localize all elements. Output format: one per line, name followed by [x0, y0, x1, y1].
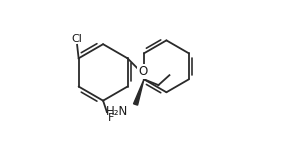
Text: H₂N: H₂N	[106, 105, 128, 118]
Polygon shape	[133, 79, 144, 105]
Text: F: F	[108, 113, 114, 123]
Text: O: O	[138, 65, 147, 78]
Text: Cl: Cl	[72, 34, 83, 44]
